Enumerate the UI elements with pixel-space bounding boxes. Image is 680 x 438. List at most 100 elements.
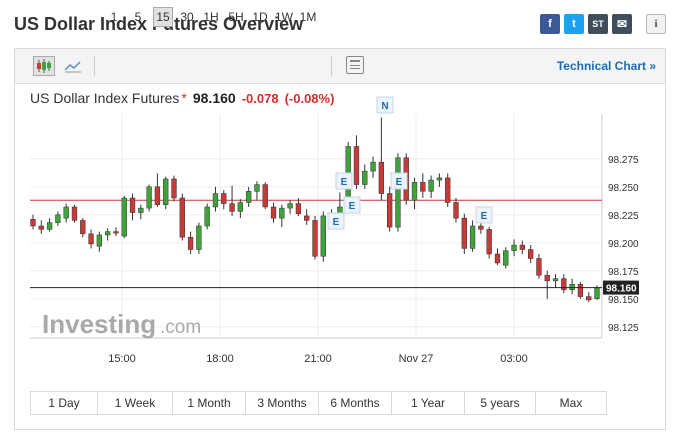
event-marker-label: E xyxy=(333,217,340,228)
y-tick-label: 98.225 xyxy=(608,211,639,222)
facebook-icon[interactable]: f xyxy=(540,14,560,34)
candle-body xyxy=(411,182,418,201)
candle-body xyxy=(428,179,434,192)
candle-body xyxy=(138,207,144,213)
info-icon[interactable]: i xyxy=(646,14,666,34)
timeframe-1h-button[interactable]: 1H xyxy=(203,10,219,24)
investing-watermark-suffix: .com xyxy=(160,317,201,338)
candle-body xyxy=(38,225,44,230)
email-icon[interactable]: ✉ xyxy=(612,14,632,34)
last-price-tag-label: 98.160 xyxy=(606,284,637,295)
candle-body xyxy=(304,215,310,221)
candle-body xyxy=(63,206,69,219)
candle-body xyxy=(453,202,459,219)
candle-body xyxy=(386,193,393,228)
candle-body xyxy=(370,161,376,172)
candle-body xyxy=(577,283,584,297)
timeframe-1m-button[interactable]: 1M xyxy=(299,10,317,24)
candle-body xyxy=(221,193,227,204)
candle-body xyxy=(237,202,244,212)
candle-body xyxy=(121,197,127,237)
event-marker xyxy=(390,172,408,190)
candle-body xyxy=(270,206,277,219)
timeframe-1d-button[interactable]: 1D xyxy=(252,10,268,24)
candle-body xyxy=(46,222,53,230)
candlestick-chart-icon[interactable] xyxy=(33,56,55,76)
candle-body xyxy=(279,207,285,219)
chart-widget xyxy=(14,48,666,430)
candle-body xyxy=(420,182,426,192)
candle-body xyxy=(552,278,559,282)
candle-body xyxy=(113,231,119,234)
event-marker-label: E xyxy=(349,201,356,212)
candle-body xyxy=(71,206,78,221)
range-tab-max[interactable]: Max xyxy=(559,396,583,410)
timeframe-1w-button[interactable]: 1W xyxy=(275,10,293,24)
candle-body xyxy=(163,178,169,205)
candle-body xyxy=(229,203,235,212)
range-tab-1-year[interactable]: 1 Year xyxy=(392,392,465,414)
range-tab-1-week[interactable]: 1 Week xyxy=(98,392,173,414)
candle-body xyxy=(494,253,501,264)
candle-body xyxy=(519,244,526,250)
range-tab-1-month[interactable]: 1 Month xyxy=(173,392,246,414)
candle-body xyxy=(187,236,194,250)
range-selector: 1 Day 1 Week 1 Month 3 Months 6 Months 1 Year… xyxy=(30,391,607,415)
candle-body xyxy=(88,233,94,245)
share-bar: f t ST ✉ i xyxy=(540,14,666,36)
candle-body xyxy=(212,193,219,208)
timeframe-1-button[interactable]: 1 xyxy=(110,10,118,24)
settings-icon[interactable] xyxy=(346,56,364,74)
area-chart-icon[interactable] xyxy=(63,57,83,75)
event-marker-label: E xyxy=(396,177,403,188)
technical-chart-link[interactable]: Technical Chart » xyxy=(556,59,656,73)
candle-body xyxy=(287,203,293,209)
candle-body xyxy=(353,146,360,185)
last-price-tag xyxy=(603,280,639,295)
range-tab-3-months[interactable]: 3 Months xyxy=(246,392,319,414)
timeframe-30-button[interactable]: 30 xyxy=(180,10,194,24)
instrument-name: US Dollar Index Futures xyxy=(30,90,180,106)
candle-body xyxy=(544,275,550,282)
candle-body xyxy=(395,157,401,228)
timeframe-5h-button[interactable]: 5H xyxy=(228,10,244,24)
candle-body xyxy=(254,184,260,192)
candle-body xyxy=(486,229,492,255)
x-tick-label: 18:00 xyxy=(206,353,234,365)
candle-body xyxy=(378,161,385,194)
y-tick-label: 98.250 xyxy=(608,183,639,194)
candle-body xyxy=(295,203,302,214)
range-tab-5-years[interactable]: 5 years xyxy=(465,392,536,414)
y-tick-label: 98.200 xyxy=(608,239,639,250)
range-tab-6-months[interactable]: 6 Months xyxy=(319,392,392,414)
candle-body xyxy=(30,219,36,227)
event-marker xyxy=(327,212,345,230)
stocktwits-icon[interactable]: ST xyxy=(588,14,608,34)
candle-body xyxy=(561,278,567,291)
candle-body xyxy=(569,283,575,291)
candle-body xyxy=(503,250,509,266)
x-tick-label: 03:00 xyxy=(500,353,528,365)
candle-body xyxy=(96,234,103,247)
candle-body xyxy=(146,186,152,209)
event-marker xyxy=(475,206,493,224)
candle-body xyxy=(245,191,252,203)
twitter-icon[interactable]: t xyxy=(564,14,584,34)
event-marker xyxy=(376,96,394,114)
delay-asterisk: * xyxy=(181,90,187,106)
timeframe-15-button[interactable]: 15 xyxy=(153,7,173,27)
candle-body xyxy=(478,225,484,230)
candle-body xyxy=(154,186,161,205)
candle-body xyxy=(362,170,368,185)
price-change: -0.078 xyxy=(241,91,279,106)
range-tab-1-day[interactable]: 1 Day xyxy=(31,392,98,414)
event-marker xyxy=(335,172,353,190)
candle-body xyxy=(320,215,326,257)
candle-body xyxy=(204,206,210,227)
price-change-percent: (-0.08%) xyxy=(284,91,335,106)
x-tick-label: 21:00 xyxy=(304,353,332,365)
toolbar-divider xyxy=(331,56,332,76)
timeframe-5-button[interactable]: 5 xyxy=(134,10,142,24)
y-tick-label: 98.150 xyxy=(608,295,639,306)
